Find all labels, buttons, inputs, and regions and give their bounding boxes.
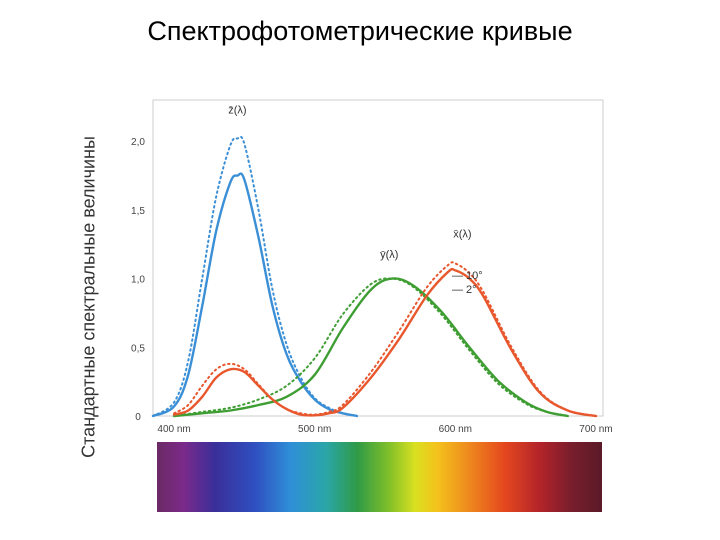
y-tick-label-1: 0,5	[131, 343, 145, 354]
x-tick-label-2: 600 nm	[439, 424, 472, 435]
x-tick-label-1: 500 nm	[298, 424, 331, 435]
x-tick-label-0: 400 nm	[157, 424, 190, 435]
y-tick-label-2: 1,0	[131, 275, 145, 286]
series-line-0-solid	[151, 172, 359, 418]
legend: — 10° — 2°	[452, 270, 483, 296]
curve-annotation-1: ȳ(λ)	[380, 249, 398, 261]
y-tick-labels: 0 0,5 1,0 1,5 2,0	[131, 137, 145, 423]
series-line-3-dotted	[173, 277, 569, 417]
y-tick-label-0: 0	[135, 412, 141, 423]
series-line-5-dotted	[173, 261, 597, 417]
visible-spectrum-bar	[157, 442, 602, 512]
curve-annotation-0: z̄(λ)	[228, 105, 246, 117]
curves-layer	[151, 135, 598, 418]
series-line-4-solid	[172, 267, 598, 418]
series-line-2-solid	[172, 277, 569, 418]
series-line-1-dotted	[152, 135, 358, 417]
legend-entry-1: — 2°	[452, 284, 477, 296]
x-tick-labels: 400 nm 500 nm 600 nm 700 nm	[157, 424, 612, 435]
y-tick-label-3: 1,5	[131, 206, 145, 217]
curve-annotation-2: x̄(λ)	[453, 228, 471, 240]
page-title: Спектрофотометрические кривые	[147, 16, 573, 46]
x-tick-label-3: 700 nm	[579, 424, 612, 435]
y-tick-label-4: 2,0	[131, 137, 145, 148]
legend-entry-0: — 10°	[452, 270, 483, 282]
curve-annotations: z̄(λ) ȳ(λ) x̄(λ)	[228, 105, 471, 261]
